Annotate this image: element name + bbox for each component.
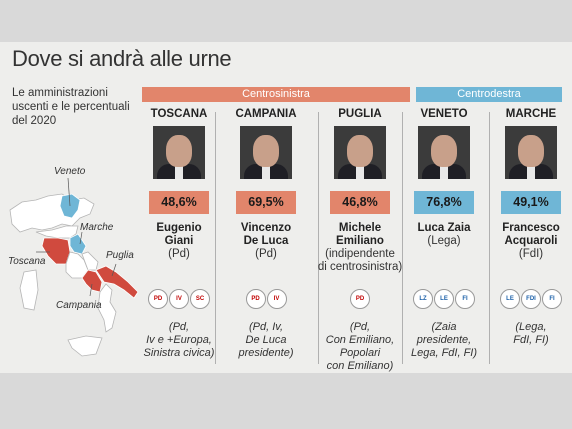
map-label-puglia: Puglia	[106, 250, 134, 261]
party-logos: LE FDI FI	[494, 289, 568, 311]
campania-pointer	[89, 283, 93, 297]
candidate-party: di centrosinistra)	[317, 261, 403, 273]
map-label-veneto: Veneto	[54, 166, 86, 177]
map-abruzzo	[81, 251, 99, 271]
map-label-toscana: Toscana	[8, 256, 46, 267]
candidate-name-line: Giani	[164, 235, 194, 247]
vote-percentage: 49,1%	[501, 191, 561, 214]
candidate-name-line: Acquaroli	[504, 235, 558, 247]
coalition-line: presidente)	[238, 347, 294, 359]
marche-pointer	[79, 231, 83, 245]
party-logo-icon: LE	[434, 289, 454, 309]
party-logo-icon: SC	[190, 289, 210, 309]
veneto-pointer	[67, 177, 71, 207]
centrosinistra-banner: Centrosinistra	[142, 87, 410, 102]
candidate-name-line: Emiliano	[336, 235, 384, 247]
map-region-puglia	[95, 265, 139, 299]
map-calabria	[97, 283, 117, 333]
party-logo-icon: IV	[169, 289, 189, 309]
coalition-line: Iv e +Europa,	[146, 334, 212, 346]
region-name: PUGLIA	[338, 108, 382, 120]
candidate-photo	[240, 126, 292, 179]
coalition-line: (Lega,	[515, 321, 547, 333]
vote-percentage: 46,8%	[330, 191, 390, 214]
candidate-photo	[153, 126, 205, 179]
coalition-line: Lega, FdI, FI)	[410, 347, 478, 359]
region-column-toscana: TOSCANA 48,6% Eugenio Giani (Pd) PD IV SC…	[142, 108, 216, 359]
column-divider	[318, 112, 319, 364]
party-logo-icon: PD	[350, 289, 370, 309]
region-column-veneto: VENETO 76,8% Luca Zaia (Lega) LZ LE FI (…	[407, 108, 481, 359]
region-column-campania: CAMPANIA 69,5% Vincenzo De Luca (Pd) PD I…	[229, 108, 303, 359]
party-logo-icon: LZ	[413, 289, 433, 309]
party-logos: PD IV	[229, 289, 303, 311]
coalition-line: (Pd, Iv,	[248, 321, 284, 333]
puglia-pointer	[111, 263, 117, 277]
region-column-marche: MARCHE 49,1% Francesco Acquaroli (FdI) LE…	[494, 108, 568, 346]
candidate-name-line: De Luca	[243, 235, 289, 247]
candidate-name-line: Vincenzo	[240, 222, 292, 234]
coalition-line: Con Emiliano,	[325, 334, 395, 346]
candidate-photo	[334, 126, 386, 179]
coalition-line: con Emiliano)	[326, 360, 394, 372]
map-region-campania	[81, 269, 103, 293]
vote-percentage: 69,5%	[236, 191, 296, 214]
region-name: MARCHE	[505, 108, 557, 120]
candidate-name-line: Eugenio	[156, 222, 202, 234]
coalition-list: (Lega, FdI, FI)	[484, 321, 572, 347]
candidate-name-line: Luca Zaia	[417, 222, 471, 234]
candidate-party: (Lega)	[427, 235, 461, 247]
candidate-name-line: Michele	[338, 222, 382, 234]
region-name: TOSCANA	[150, 108, 208, 120]
subtitle: Le amministrazioni uscenti e le percentu…	[12, 87, 130, 127]
party-logo-icon: FI	[542, 289, 562, 309]
map-label-campania: Campania	[56, 300, 102, 311]
candidate-name-line: Francesco	[502, 222, 560, 234]
map-region-marche	[69, 233, 87, 255]
region-name: CAMPANIA	[235, 108, 297, 120]
party-logo-icon: LE	[500, 289, 520, 309]
party-logo-icon: PD	[148, 289, 168, 309]
party-logos: PD	[323, 289, 397, 311]
vote-percentage: 48,6%	[149, 191, 209, 214]
coalition-list: (Zaia presidente, Lega, FdI, FI)	[397, 321, 491, 360]
party-logos: PD IV SC	[142, 289, 216, 311]
candidate-party: (Pd)	[255, 248, 277, 260]
candidate-photo	[418, 126, 470, 179]
italy-map: Veneto Marche Toscana Puglia Campania	[8, 166, 139, 357]
page-title: Dove si andrà alle urne	[12, 46, 232, 71]
party-logo-icon: FI	[455, 289, 475, 309]
coalition-line: (Pd,	[168, 321, 190, 333]
candidate-photo	[505, 126, 557, 179]
column-divider	[402, 112, 403, 364]
coalition-line: FdI, FI)	[513, 334, 549, 346]
coalition-line: Sinistra civica)	[143, 347, 215, 359]
region-column-puglia: PUGLIA 46,8% Michele Emiliano (indipenden…	[318, 108, 402, 372]
column-divider	[215, 112, 216, 364]
map-center-italy	[35, 225, 79, 239]
map-sardinia	[19, 269, 39, 311]
region-name: VENETO	[420, 108, 468, 120]
coalition-list: (Pd, Con Emiliano, Popolari con Emiliano…	[313, 321, 407, 373]
coalition-list: (Pd, Iv, De Luca presidente)	[219, 321, 313, 360]
coalition-line: (Zaia	[431, 321, 457, 333]
candidate-party: (indipendente	[325, 248, 395, 260]
coalition-line: presidente,	[416, 334, 472, 346]
party-logo-icon: FDI	[521, 289, 541, 309]
party-logo-icon: IV	[266, 289, 287, 309]
candidate-party: (FdI)	[518, 248, 544, 260]
coalition-line: De Luca	[245, 334, 287, 346]
vote-percentage: 76,8%	[414, 191, 474, 214]
map-sicily	[67, 335, 103, 357]
coalition-line: Popolari	[339, 347, 381, 359]
column-divider	[489, 112, 490, 364]
map-region-toscana	[41, 237, 71, 265]
party-logos: LZ LE FI	[407, 289, 481, 311]
coalition-list: (Pd, Iv e +Europa, Sinistra civica)	[132, 321, 226, 360]
party-logo-icon: PD	[245, 289, 266, 309]
coalition-line: (Pd,	[349, 321, 371, 333]
map-label-marche: Marche	[80, 222, 114, 233]
centrodestra-banner: Centrodestra	[416, 87, 562, 102]
candidate-party: (Pd)	[168, 248, 190, 260]
